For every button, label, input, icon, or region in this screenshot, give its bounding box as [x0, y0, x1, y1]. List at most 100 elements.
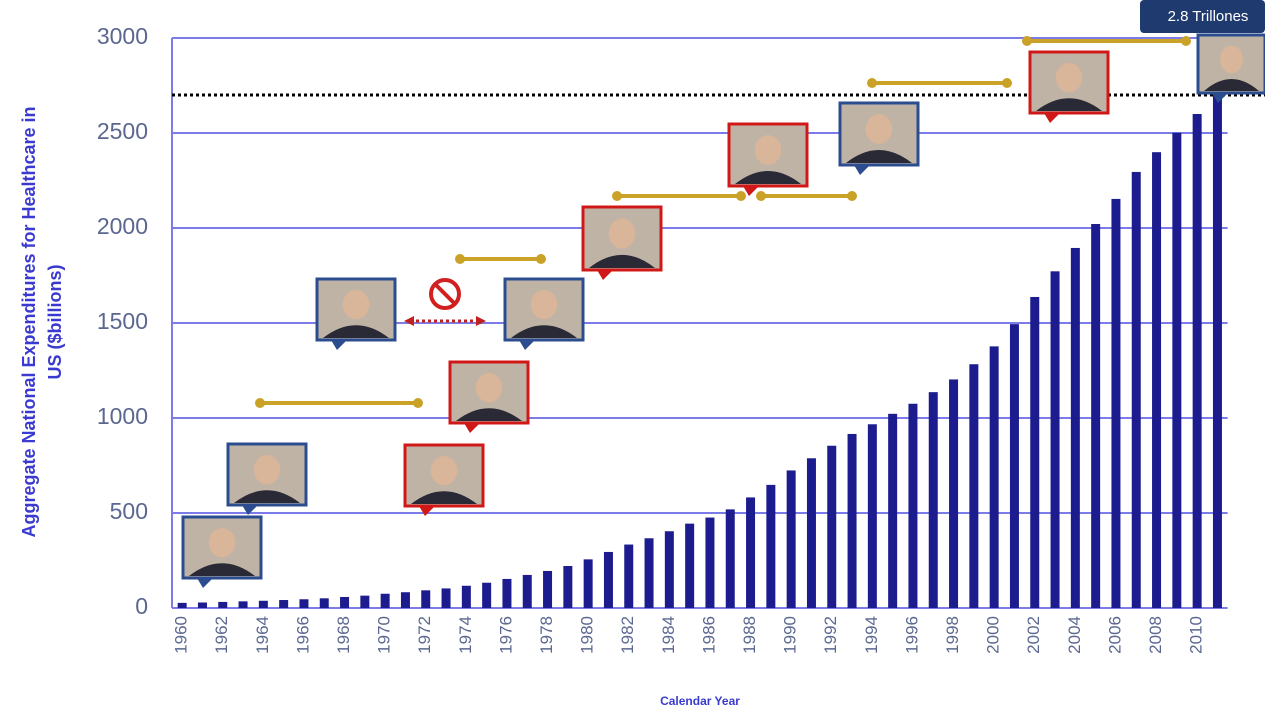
y-tick-label: 3000	[97, 23, 148, 49]
bar	[1193, 114, 1202, 608]
x-tick-label: 2002	[1024, 616, 1043, 654]
bar	[421, 590, 430, 608]
bar	[523, 575, 532, 608]
bar	[888, 414, 897, 608]
term-dot	[847, 191, 857, 201]
portrait	[450, 362, 528, 433]
bar	[218, 602, 227, 608]
term-dot	[255, 398, 265, 408]
x-tick-label: 1960	[172, 616, 191, 654]
bar	[787, 470, 796, 608]
bar	[949, 379, 958, 608]
y-tick-label: 1500	[97, 308, 148, 334]
x-tick-label: 1976	[496, 616, 515, 654]
term-dot	[1181, 36, 1191, 46]
x-tick-label: 1978	[537, 616, 556, 654]
y-tick-label: 2000	[97, 213, 148, 239]
x-tick-label: 1980	[578, 616, 597, 654]
bar	[624, 545, 633, 608]
portrait	[1198, 35, 1265, 103]
bar	[1111, 199, 1120, 608]
bar	[1152, 152, 1161, 608]
x-tick-label: 1984	[659, 616, 678, 654]
portrait-face	[343, 290, 370, 319]
y-tick-label: 2500	[97, 118, 148, 144]
x-tick-label: 2004	[1065, 616, 1084, 654]
x-tick-label: 1974	[456, 616, 475, 654]
x-tick-label: 1988	[740, 616, 759, 654]
bar	[279, 600, 288, 608]
bar	[299, 599, 308, 608]
x-tick-label: 1996	[902, 616, 921, 654]
arrow-head	[404, 316, 414, 326]
bar	[726, 509, 735, 608]
term-dot	[536, 254, 546, 264]
no-symbol	[435, 284, 455, 304]
arrow-head	[476, 316, 486, 326]
x-tick-label: 1992	[821, 616, 840, 654]
bar	[1010, 324, 1019, 608]
portrait	[228, 444, 306, 515]
bar	[1071, 248, 1080, 608]
bar	[685, 524, 694, 608]
bar	[1172, 133, 1181, 608]
bar	[563, 566, 572, 608]
bar	[198, 602, 207, 608]
bar	[360, 596, 369, 608]
bar	[766, 485, 775, 608]
portrait-face	[1220, 45, 1243, 73]
bar	[746, 497, 755, 608]
portraits	[183, 35, 1265, 588]
x-tick-label: 1994	[862, 616, 881, 654]
term-dot	[756, 191, 766, 201]
bar	[929, 392, 938, 608]
bar	[381, 594, 390, 608]
portrait-face	[755, 135, 782, 165]
bar	[259, 601, 268, 608]
x-tick-label: 1964	[253, 616, 272, 654]
y-axis-label: Aggregate National Expenditures for Heal…	[19, 106, 39, 537]
term-dot	[867, 78, 877, 88]
portrait	[183, 517, 261, 588]
x-tick-label: 1990	[781, 616, 800, 654]
annotation: 2.8 Trillones	[1168, 8, 1249, 25]
portrait	[1030, 52, 1108, 123]
bar	[1213, 95, 1222, 608]
portrait	[405, 445, 483, 516]
bar	[604, 552, 613, 608]
x-tick-label: 1966	[293, 616, 312, 654]
bar	[178, 603, 187, 608]
bar	[807, 458, 816, 608]
y-tick-label: 1000	[97, 403, 148, 429]
portrait	[505, 279, 583, 350]
bar	[665, 531, 674, 608]
x-tick-label: 1968	[334, 616, 353, 654]
bar	[462, 586, 471, 608]
term-dot	[1022, 36, 1032, 46]
portrait	[840, 103, 918, 175]
x-tick-label: 2008	[1146, 616, 1165, 654]
x-tick-label: 1998	[943, 616, 962, 654]
bar	[645, 538, 654, 608]
bar	[705, 518, 714, 608]
portrait	[729, 124, 807, 196]
bar	[320, 598, 329, 608]
portrait	[583, 207, 661, 280]
term-dot	[1002, 78, 1012, 88]
portrait-face	[476, 373, 503, 402]
portrait-face	[431, 456, 458, 485]
bar	[543, 571, 552, 608]
bar	[401, 592, 410, 608]
portrait-face	[209, 528, 236, 557]
bar	[969, 364, 978, 608]
term-dot	[736, 191, 746, 201]
x-axis-label: Calendar Year	[660, 694, 740, 708]
bar	[502, 579, 511, 608]
bar	[990, 346, 999, 608]
bar	[827, 446, 836, 608]
portrait-face	[254, 455, 281, 484]
bar	[868, 424, 877, 608]
portrait-face	[866, 114, 893, 144]
bar	[1051, 271, 1060, 608]
portrait	[317, 279, 395, 350]
